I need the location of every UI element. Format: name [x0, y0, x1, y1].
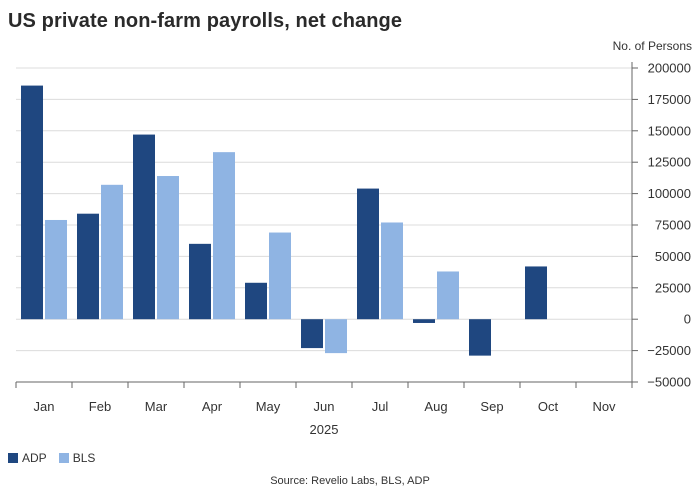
- x-tick-label: Feb: [89, 399, 111, 414]
- y-tick-label: 0: [684, 312, 691, 327]
- bar-adp: [133, 134, 155, 320]
- x-tick-label: Sep: [480, 399, 503, 414]
- x-tick-label: Jul: [372, 399, 389, 414]
- y-tick-label: 125000: [648, 155, 691, 170]
- y-tick-label: 150000: [648, 123, 691, 138]
- legend-swatch-adp: [8, 453, 18, 463]
- bar-bls: [45, 219, 67, 320]
- source-note: Source: Revelio Labs, BLS, ADP: [270, 475, 430, 487]
- axes: [15, 62, 638, 388]
- bar-bls: [381, 222, 403, 320]
- y-tick-label: 75000: [655, 218, 691, 233]
- bar-adp: [357, 188, 379, 320]
- bar-bls: [213, 152, 235, 320]
- bar-adp: [525, 266, 547, 320]
- bar-bls: [437, 271, 459, 320]
- bar-bls: [325, 319, 347, 354]
- legend-item-bls[interactable]: BLS: [58, 451, 96, 465]
- y-tick-label: 100000: [648, 186, 691, 201]
- y-tick-label: 175000: [648, 92, 691, 107]
- bar-adp: [469, 319, 491, 356]
- legend-label-bls: BLS: [72, 451, 96, 465]
- x-tick-label: May: [256, 399, 281, 414]
- y-tick-label: 25000: [655, 280, 691, 295]
- bar-adp: [413, 319, 435, 323]
- x-tick-label: Oct: [538, 399, 559, 414]
- legend-item-adp[interactable]: ADP: [8, 451, 47, 465]
- legend: ADP BLS: [8, 451, 95, 465]
- legend-label-adp: ADP: [22, 451, 47, 465]
- bar-bls: [269, 232, 291, 320]
- bars: [21, 85, 547, 356]
- bar-adp: [301, 319, 323, 349]
- bar-adp: [77, 213, 99, 320]
- x-tick-label: Nov: [592, 399, 616, 414]
- x-axis-title: 2025: [310, 422, 339, 437]
- y-tick-label: 200000: [648, 61, 691, 76]
- tick-labels: 200000 175000 150000 125000 100000 75000 50000…: [34, 61, 691, 415]
- x-tick-label: Apr: [202, 399, 223, 414]
- y-tick-label: −25000: [647, 343, 691, 358]
- x-tick-label: Jan: [34, 399, 55, 414]
- bar-adp: [189, 243, 211, 320]
- bar-adp: [21, 85, 43, 320]
- bar-bls: [101, 184, 123, 320]
- chart-title: US private non-farm payrolls, net change: [8, 10, 403, 32]
- x-tick-label: Mar: [145, 399, 168, 414]
- bar-adp: [245, 282, 267, 320]
- x-tick-label: Jun: [314, 399, 335, 414]
- bar-bls: [157, 176, 179, 320]
- y-tick-label: −50000: [647, 375, 691, 390]
- y-tick-label: 50000: [655, 249, 691, 264]
- legend-swatch-bls: [58, 453, 69, 463]
- x-tick-label: Aug: [424, 399, 447, 414]
- y-axis-unit-label: No. of Persons: [612, 39, 692, 53]
